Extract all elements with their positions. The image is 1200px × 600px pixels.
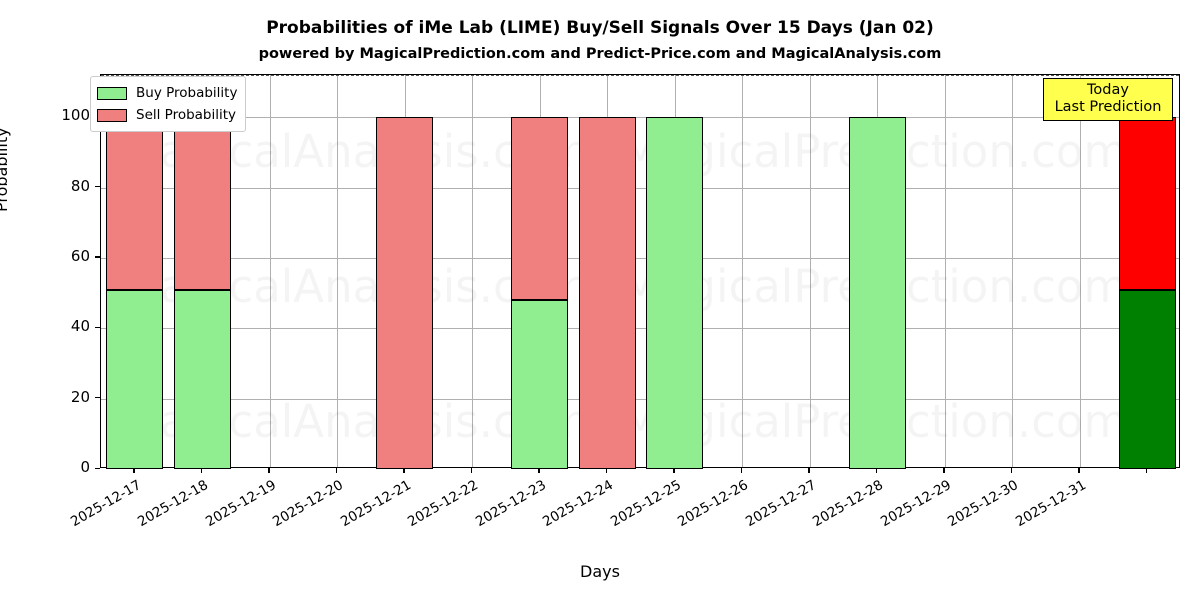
y-tick-label: 0 <box>80 458 90 476</box>
legend-swatch-buy-icon <box>97 86 127 100</box>
x-tick-mark <box>605 468 608 473</box>
x-tick-mark <box>943 468 945 473</box>
x-tick-label: 2025-12-27 <box>742 477 819 531</box>
y-tick-label: 80 <box>70 176 90 195</box>
x-tick-label: 2025-12-17 <box>67 477 144 531</box>
x-tick-label: 2025-12-21 <box>337 477 414 531</box>
y-tick-mark <box>95 326 100 329</box>
bar-segment-buy <box>1118 289 1176 469</box>
bar-segment-buy <box>173 289 231 469</box>
x-tick-label: 2025-12-23 <box>472 477 549 531</box>
bar-segment-sell <box>578 117 636 469</box>
y-tick-label: 100 <box>61 106 90 125</box>
bar-segment-buy <box>848 117 906 469</box>
x-tick-mark <box>268 468 270 473</box>
x-tick-mark <box>673 468 675 473</box>
bar-segment-sell <box>106 117 164 290</box>
y-axis-label: Probability <box>0 127 11 212</box>
bar-segment-sell <box>511 117 569 301</box>
today-annotation-line1: Today <box>1087 82 1129 98</box>
legend-label-sell: Sell Probability <box>136 107 237 123</box>
x-tick-mark <box>1010 468 1013 473</box>
x-tick-label: 2025-12-25 <box>607 477 684 531</box>
x-tick-mark <box>403 468 405 473</box>
x-tick-mark <box>470 468 473 473</box>
x-axis-label: Days <box>580 562 620 581</box>
legend-label-buy: Buy Probability <box>136 85 238 101</box>
bar-layer <box>101 75 1179 469</box>
bar-segment-buy <box>511 300 569 469</box>
y-tick-label: 60 <box>70 246 90 265</box>
x-tick-label: 2025-12-18 <box>135 477 212 531</box>
y-tick-mark <box>95 186 100 188</box>
bar-segment-sell <box>1118 117 1176 290</box>
bar-segment-buy <box>106 289 164 469</box>
x-tick-mark <box>335 468 338 473</box>
x-tick-mark <box>133 468 135 473</box>
plot-area: MagicalAnalysis.comMagicalPrediction.com… <box>100 74 1180 469</box>
y-tick-mark <box>95 467 100 469</box>
legend-item-sell: Sell Probability <box>97 104 237 126</box>
x-tick-label: 2025-12-31 <box>1012 477 1089 531</box>
chart-subtitle: powered by MagicalPrediction.com and Pre… <box>258 46 942 62</box>
y-tick-mark <box>95 397 100 399</box>
legend-swatch-sell-icon <box>97 108 127 122</box>
x-tick-label: 2025-12-28 <box>810 477 887 531</box>
x-tick-label: 2025-12-20 <box>270 477 347 531</box>
bar-segment-buy <box>646 117 704 469</box>
x-tick-mark <box>808 468 810 473</box>
x-tick-mark <box>538 468 540 473</box>
y-tick-label: 40 <box>70 317 90 336</box>
x-tick-mark <box>200 468 203 473</box>
today-annotation: Today Last Prediction <box>1043 78 1173 122</box>
x-tick-mark <box>875 468 878 473</box>
x-tick-label: 2025-12-22 <box>405 477 482 531</box>
x-tick-label: 2025-12-26 <box>675 477 752 531</box>
bar-segment-sell <box>376 117 434 469</box>
legend-item-buy: Buy Probability <box>97 82 237 104</box>
chart-title: Probabilities of iMe Lab (LIME) Buy/Sell… <box>266 18 934 38</box>
chart-legend: Buy Probability Sell Probability <box>90 76 247 132</box>
x-tick-mark <box>740 468 743 473</box>
bar-segment-sell <box>173 117 231 290</box>
x-tick-label: 2025-12-30 <box>945 477 1022 531</box>
x-tick-mark <box>1145 468 1148 473</box>
y-tick-label: 20 <box>70 387 90 406</box>
x-tick-mark <box>1078 468 1080 473</box>
y-tick-mark <box>95 256 100 258</box>
x-tick-label: 2025-12-19 <box>202 477 279 531</box>
today-annotation-line2: Last Prediction <box>1054 99 1162 116</box>
x-tick-label: 2025-12-24 <box>540 477 617 531</box>
x-tick-label: 2025-12-29 <box>877 477 954 531</box>
